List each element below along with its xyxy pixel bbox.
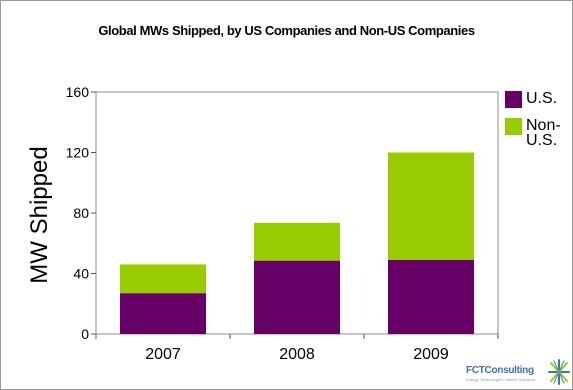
x-tick-label: 2007	[145, 346, 181, 363]
y-tick-label: 120	[66, 145, 90, 161]
bar-non-us-2007	[120, 264, 206, 293]
chart-legend: U.S. Non-U.S.	[505, 91, 573, 158]
legend-item-non-us: Non-U.S.	[505, 118, 573, 148]
star-burst-icon	[548, 359, 570, 385]
x-tick-label: 2009	[413, 346, 449, 363]
bar-us-2007	[120, 293, 206, 334]
legend-label-non-us: Non-U.S.	[526, 118, 570, 148]
legend-item-us: U.S.	[505, 91, 573, 108]
legend-label-us: U.S.	[526, 91, 570, 106]
bar-non-us-2009	[388, 153, 474, 260]
fct-consulting-logo: FCTConsulting Energy Technologies. Marke…	[464, 357, 572, 387]
legend-swatch-us	[505, 91, 522, 108]
legend-swatch-non-us	[505, 118, 522, 135]
logo-wordmark: FCTConsulting	[466, 365, 534, 376]
logo-tagline: Energy Technologies. Market Solutions.	[466, 377, 536, 382]
bar-us-2009	[388, 260, 474, 334]
y-tick-label: 80	[73, 205, 89, 221]
y-tick-label: 0	[81, 326, 89, 342]
y-axis-title: MW Shipped	[26, 146, 53, 283]
bar-us-2008	[254, 261, 340, 334]
bar-non-us-2008	[254, 223, 340, 261]
x-tick-label: 2008	[279, 346, 315, 363]
y-tick-label: 160	[66, 84, 90, 100]
y-tick-label: 40	[73, 266, 89, 282]
